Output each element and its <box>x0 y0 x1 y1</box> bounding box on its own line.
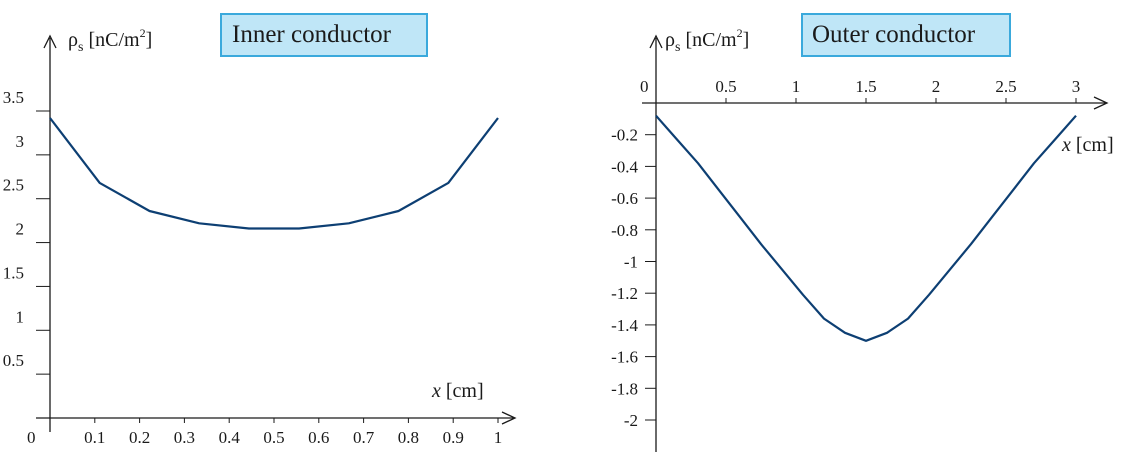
inner-xtick-label: 0.7 <box>353 428 375 447</box>
inner-ytick-label: 1.5 <box>3 263 24 282</box>
outer-xtick-label: 3 <box>1072 77 1081 96</box>
outer-xtick-label: 1.5 <box>855 77 876 96</box>
outer-ytick-label: -0.4 <box>611 157 638 176</box>
outer-ylabel-unit: [nC/m <box>685 29 737 51</box>
inner-xtick-label: 0.5 <box>263 428 284 447</box>
inner-ytick-label: 3 <box>16 132 25 151</box>
inner-y-ticks: 0.5 1 1.5 2 2.5 3 3.5 <box>3 88 50 375</box>
inner-y-axis-arrow <box>43 34 57 49</box>
outer-ytick-label: -1.8 <box>611 379 638 398</box>
outer-y-axis-arrow <box>649 34 663 49</box>
inner-xtick-label: 1 <box>494 428 503 447</box>
outer-ytick-label: -2 <box>624 411 638 430</box>
inner-origin-label: 0 <box>27 428 36 447</box>
outer-ylabel-sub: s <box>675 40 680 55</box>
inner-ytick-label: 1 <box>16 307 25 326</box>
outer-title-box <box>801 13 1011 57</box>
outer-y-ticks: -0.2 -0.4 -0.6 -0.8 -1 -1.2 -1.4 -1.6 -1.8 -2 <box>611 126 656 430</box>
inner-title: Inner conductor <box>232 21 392 48</box>
outer-ytick-label: -0.8 <box>611 221 638 240</box>
outer-xlabel: x [cm] <box>1061 134 1114 156</box>
outer-ylabel-close: ] <box>743 29 750 51</box>
outer-conductor-chart: ρs [nC/m2] Outer conductor x [cm] 0 -0.2-… <box>611 13 1114 452</box>
outer-xlabel-var: x <box>1061 134 1071 156</box>
inner-xtick-label: 0.4 <box>219 428 241 447</box>
inner-xtick-label: 0.8 <box>398 428 419 447</box>
inner-ytick-label: 3.5 <box>3 88 24 107</box>
inner-xlabel-unit: [cm] <box>441 380 484 402</box>
outer-xtick-label: 2.5 <box>995 77 1016 96</box>
inner-xtick-label: 0.2 <box>129 428 150 447</box>
outer-x-ticks: 0.5 1 1.5 2 2.5 3 <box>715 77 1080 103</box>
outer-ytick-label: -1 <box>624 253 638 272</box>
inner-xlabel-var: x <box>431 380 441 402</box>
inner-xtick-label: 0.3 <box>174 428 195 447</box>
outer-ytick-label: -1.4 <box>611 316 638 335</box>
outer-ylabel: ρs [nC/m2] <box>665 26 749 55</box>
inner-ylabel-close: ] <box>146 29 153 51</box>
inner-ylabel-symbol: ρ <box>68 29 78 51</box>
inner-conductor-chart: ρs [nC/m2] Inner conductor x [cm] 0 0.511… <box>3 13 517 447</box>
inner-xtick-label: 0.1 <box>84 428 105 447</box>
inner-ylabel: ρs [nC/m2] <box>68 26 152 55</box>
inner-xtick-label: 0.9 <box>443 428 464 447</box>
outer-ytick-label: -0.6 <box>611 189 638 208</box>
outer-xtick-label: 1 <box>792 77 801 96</box>
outer-ylabel-symbol: ρ <box>665 29 675 51</box>
outer-ytick-label: -1.2 <box>611 284 638 303</box>
outer-origin-label: 0 <box>640 77 649 96</box>
outer-ylabel-sup: 2 <box>737 26 743 40</box>
outer-xtick-label: 0.5 <box>715 77 736 96</box>
outer-series-line <box>655 114 1077 342</box>
inner-ylabel-unit: [nC/m <box>88 29 140 51</box>
outer-x-axis-arrow <box>1093 96 1109 110</box>
inner-x-axis-arrow <box>501 411 517 425</box>
outer-ytick-label: -0.2 <box>611 126 638 145</box>
outer-ytick-label: -1.6 <box>611 348 638 367</box>
inner-xtick-label: 0.6 <box>308 428 329 447</box>
inner-title-box <box>220 13 428 57</box>
inner-ytick-label: 2.5 <box>3 176 24 195</box>
inner-ylabel-sup: 2 <box>140 26 146 40</box>
inner-x-ticks: 0.1 0.2 0.3 0.4 0.5 0.6 0.7 0.8 0.9 1 <box>84 418 502 447</box>
outer-xtick-label: 2 <box>932 77 941 96</box>
outer-xlabel-unit: [cm] <box>1071 134 1114 156</box>
inner-ytick-label: 0.5 <box>3 351 24 370</box>
inner-ytick-label: 2 <box>16 220 25 239</box>
inner-xlabel: x [cm] <box>431 380 484 402</box>
inner-series-line <box>49 117 499 230</box>
inner-ylabel-sub: s <box>78 40 83 55</box>
outer-title: Outer conductor <box>812 21 976 48</box>
